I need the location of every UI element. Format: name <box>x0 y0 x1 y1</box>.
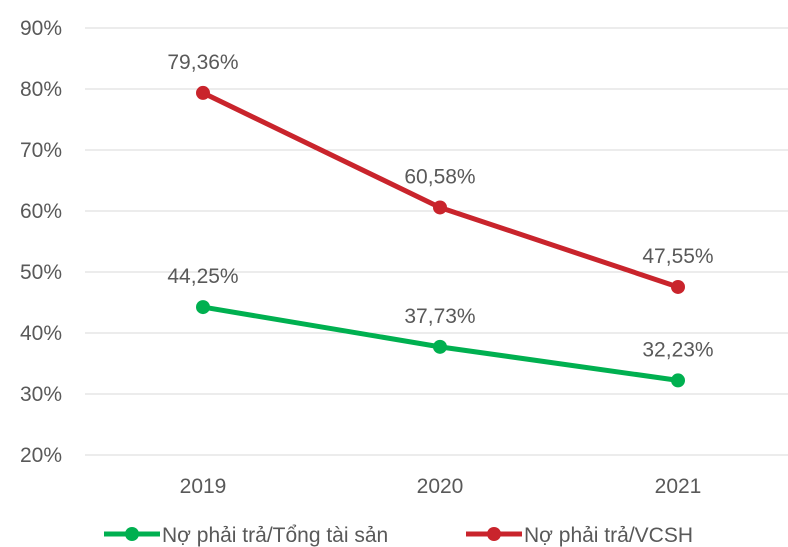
data-labels: 44,25% 37,73% 32,23% 79,36% 60,58% 47,55% <box>167 51 713 361</box>
x-tick-label: 2019 <box>180 475 227 498</box>
x-axis-ticks: 2019 2020 2021 <box>180 475 702 498</box>
data-label: 47,55% <box>642 245 713 268</box>
series-line <box>200 90 681 290</box>
data-label: 32,23% <box>642 338 713 361</box>
legend-label: Nợ phải trả/Tổng tài sản <box>162 524 388 547</box>
y-tick-label: 60% <box>20 200 62 223</box>
legend-swatch-marker <box>125 527 139 541</box>
data-point <box>433 200 447 215</box>
data-label: 44,25% <box>167 265 238 288</box>
gridlines <box>85 27 788 456</box>
x-tick-label: 2020 <box>417 475 464 498</box>
data-point <box>196 85 210 100</box>
y-tick-label: 80% <box>20 78 62 101</box>
legend-swatch-marker <box>487 527 501 541</box>
y-axis-ticks: 20% 30% 40% 50% 60% 70% 80% 90% <box>20 17 62 467</box>
data-point <box>196 300 210 315</box>
data-label: 60,58% <box>404 165 475 188</box>
x-tick-label: 2021 <box>655 475 702 498</box>
y-tick-label: 90% <box>20 17 62 40</box>
legend: Nợ phải trả/Tổng tài sản Nợ phải trả/VCSH <box>104 524 693 547</box>
y-tick-label: 70% <box>20 139 62 162</box>
y-tick-label: 30% <box>20 383 62 406</box>
data-label: 37,73% <box>404 305 475 328</box>
data-label: 79,36% <box>167 51 238 74</box>
y-tick-label: 50% <box>20 261 62 284</box>
data-point <box>671 373 685 388</box>
series-group <box>196 85 685 388</box>
data-point <box>433 339 447 354</box>
data-point <box>671 279 685 294</box>
y-tick-label: 20% <box>20 444 62 467</box>
y-tick-label: 40% <box>20 322 62 345</box>
legend-label: Nợ phải trả/VCSH <box>524 524 693 547</box>
